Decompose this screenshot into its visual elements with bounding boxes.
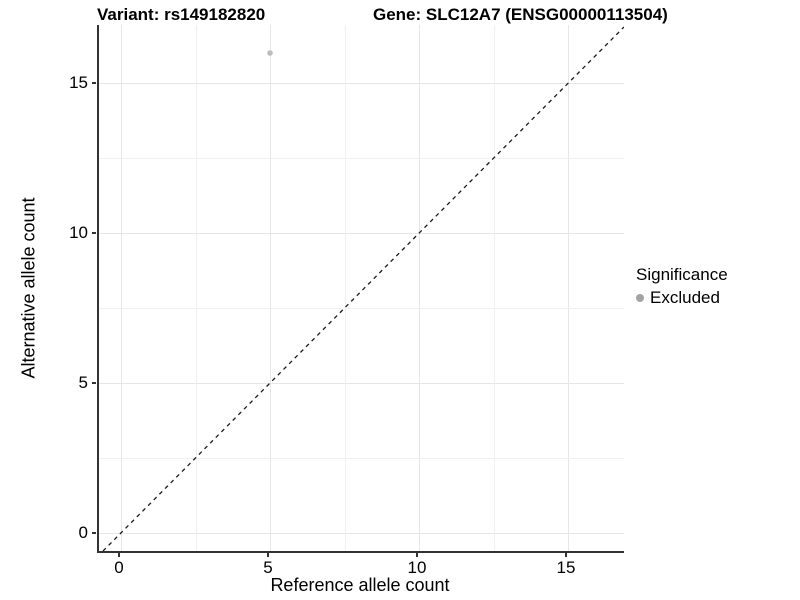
gridline: [99, 458, 624, 459]
plot-title-gene: Gene: SLC12A7 (ENSG00000113504): [373, 5, 668, 24]
data-point: [267, 50, 273, 56]
y-tick-label: 10: [69, 223, 88, 242]
x-tick-label: 15: [556, 558, 576, 577]
tick-mark: [267, 553, 269, 557]
legend-entry-label: Excluded: [650, 288, 720, 307]
identity-dashed-line: [102, 26, 624, 551]
gridline: [99, 83, 624, 84]
tick-mark: [92, 532, 96, 534]
legend-title: Significance: [636, 265, 728, 284]
gridline: [99, 533, 624, 534]
gridline: [99, 158, 624, 159]
y-axis-title: Alternative allele count: [18, 197, 39, 379]
tick-mark: [416, 553, 418, 557]
gridline: [99, 233, 624, 234]
data-points: [267, 50, 273, 56]
legend-point-icon: [636, 294, 644, 302]
tick-mark: [92, 382, 96, 384]
plot-panel: [97, 25, 624, 553]
tick-mark: [92, 232, 96, 234]
gridline: [99, 308, 624, 309]
gridline: [121, 25, 122, 551]
legend: Significance Excluded: [636, 265, 728, 308]
gridline: [419, 25, 420, 551]
gridline: [568, 25, 569, 551]
plot-overlay: [102, 26, 624, 551]
gridline: [494, 25, 495, 551]
gridline: [99, 383, 624, 384]
x-axis-title: Reference allele count: [270, 575, 450, 595]
x-tick-label: 5: [263, 558, 273, 577]
legend-entry-excluded: Excluded: [636, 288, 728, 308]
tick-mark: [92, 82, 96, 84]
y-tick-label: 5: [78, 373, 88, 392]
plot-title-variant: Variant: rs149182820: [97, 5, 266, 24]
x-tick-label: 10: [407, 558, 427, 577]
gridline: [345, 25, 346, 551]
tick-mark: [565, 553, 567, 557]
x-tick-label: 0: [114, 558, 124, 577]
y-tick-label: 0: [78, 523, 88, 542]
gridline: [196, 25, 197, 551]
y-tick-label: 15: [69, 73, 88, 92]
tick-mark: [118, 553, 120, 557]
gridline: [270, 25, 271, 551]
